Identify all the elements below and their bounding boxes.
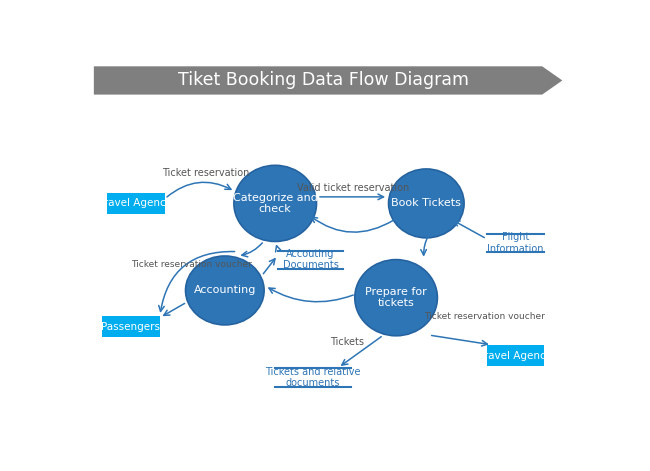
Text: Ticket reservation: Ticket reservation: [162, 168, 250, 179]
Text: Ticket reservation voucher: Ticket reservation voucher: [424, 311, 545, 321]
Text: Passengers: Passengers: [101, 322, 160, 332]
Text: Prepare for
tickets: Prepare for tickets: [365, 287, 427, 309]
Text: Travel Agency: Travel Agency: [479, 351, 552, 361]
Text: Tickets: Tickets: [330, 337, 364, 348]
Text: Book Tickets: Book Tickets: [391, 198, 462, 208]
Text: Valid ticket reservation: Valid ticket reservation: [297, 183, 410, 193]
Text: Tiket Booking Data Flow Diagram: Tiket Booking Data Flow Diagram: [177, 72, 469, 89]
Text: Tickets and relative
documents: Tickets and relative documents: [265, 367, 361, 388]
Text: Ticket reservation voucher: Ticket reservation voucher: [131, 260, 252, 268]
Polygon shape: [94, 66, 562, 95]
Ellipse shape: [389, 169, 464, 238]
Text: Accounting: Accounting: [194, 285, 256, 295]
Text: Flight
Information: Flight Information: [488, 233, 544, 254]
Ellipse shape: [355, 260, 437, 336]
Ellipse shape: [185, 256, 264, 325]
Ellipse shape: [234, 165, 317, 242]
FancyBboxPatch shape: [101, 316, 160, 337]
FancyBboxPatch shape: [107, 193, 164, 214]
Text: Travel Agency: Travel Agency: [99, 198, 172, 208]
FancyBboxPatch shape: [486, 345, 545, 366]
Text: Categorize and
check: Categorize and check: [233, 193, 318, 214]
Text: Accouting
Documents: Accouting Documents: [283, 249, 339, 270]
